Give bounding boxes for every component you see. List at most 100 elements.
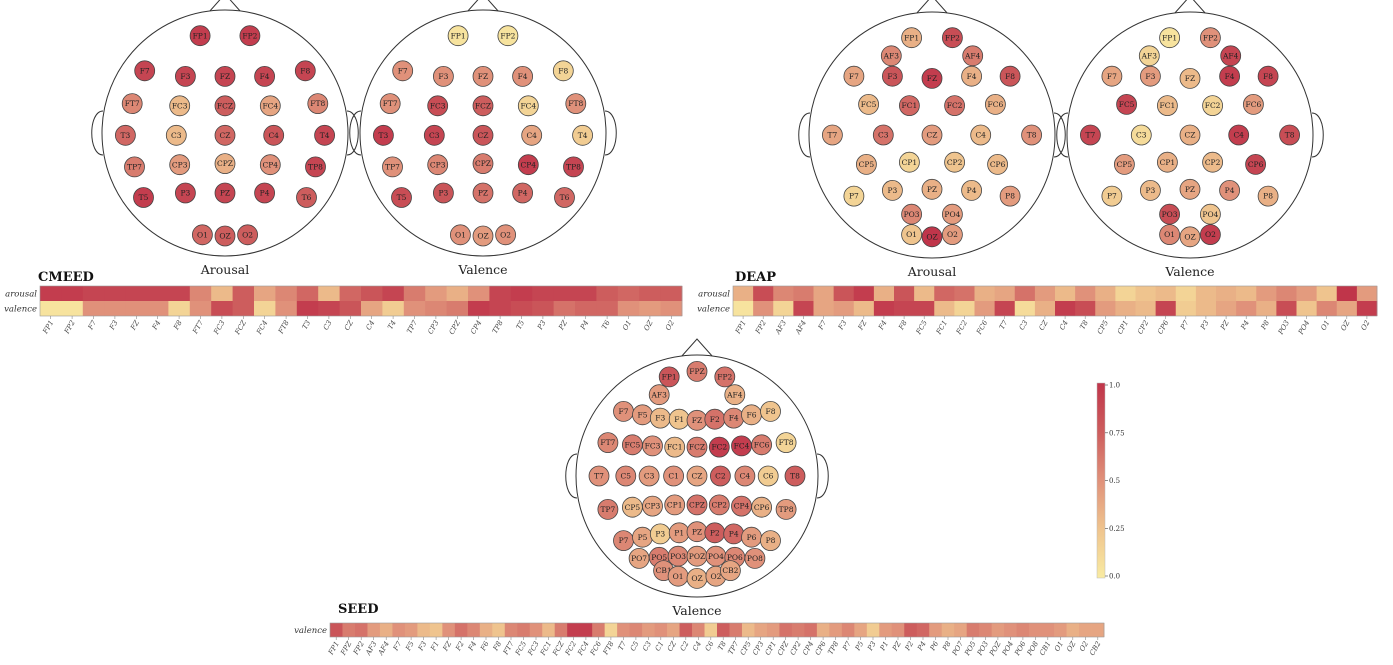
electrode-label: TP7	[127, 163, 142, 172]
heatmap-cell	[425, 301, 447, 316]
tick-label: FP1	[41, 319, 55, 336]
electrode-t4	[314, 124, 336, 146]
heatmap-cell	[425, 286, 447, 301]
electrode-label: FPZ	[689, 367, 704, 376]
tick-label: F4	[877, 319, 889, 332]
tick-label: FC2	[563, 640, 578, 658]
heatmap-cell	[1016, 623, 1030, 637]
electrode-label: PO8	[747, 554, 763, 563]
heatmap-cell	[532, 286, 554, 301]
electrode-label: PO3	[670, 552, 686, 561]
electrode-label: PZ	[220, 189, 230, 198]
electrode-cp4	[517, 154, 539, 176]
heatmap-cell	[779, 623, 793, 637]
tick-label: O1	[1053, 640, 1065, 653]
electrode-tp8	[305, 156, 326, 178]
electrode-fp1	[901, 27, 922, 49]
electrode-t8	[1021, 124, 1042, 146]
electrode-po8	[744, 548, 766, 569]
tick-label: P2	[903, 640, 915, 653]
heatmap-cell	[753, 301, 774, 316]
heatmap-cell	[1236, 301, 1257, 316]
electrode-tp7	[597, 498, 619, 520]
electrode-label: FP1	[662, 373, 677, 382]
tick-label: F4	[150, 319, 162, 332]
electrode-label: P3	[887, 186, 897, 195]
heatmap-cell	[61, 301, 84, 316]
electrode-c2	[710, 465, 731, 487]
left-ear-outline	[798, 112, 811, 158]
electrode-p8	[760, 530, 781, 551]
electrode-o1	[901, 224, 922, 246]
heatmap-cell	[379, 623, 393, 637]
electrode-label: TP8	[308, 163, 323, 172]
heatmap-cell	[104, 301, 126, 316]
head-map-deap-valence: FP1 FP2 AF3 AF4 F7 F3 FZ F4 F8 FC5 FC1 FC2 FC6 T7 C3 CZ…	[1056, 0, 1324, 279]
electrode-fc3	[169, 95, 191, 117]
heatmap-cell	[168, 301, 191, 316]
heatmap-cell	[275, 286, 298, 301]
heatmap-cell	[733, 301, 754, 316]
electrode-fcz	[472, 95, 494, 117]
electrode-cb2	[720, 560, 741, 581]
electrode-ft8	[565, 93, 587, 114]
heatmap-cell	[361, 286, 383, 301]
heatmap-cell	[660, 301, 683, 316]
electrode-t8	[1279, 124, 1300, 146]
heatmap-cell	[941, 623, 955, 637]
electrode-label: P8	[766, 536, 776, 545]
map-caption: Valence	[671, 603, 721, 618]
heatmap-cell	[813, 301, 835, 316]
tick-label: F4	[466, 640, 478, 653]
map-caption: Arousal	[200, 262, 249, 277]
electrode-label: FP1	[1162, 33, 1177, 42]
head-map-seed-valence: FP1 FPZ FP2 AF3 AF4 F7 F5 F3 F1 FZ F2 F4 F6 F8 FT7 FC5 F…	[565, 338, 829, 618]
electrode-label: TP8	[566, 163, 581, 172]
tick-label: PZ	[891, 640, 903, 653]
tick-label: CP1	[1116, 319, 1130, 336]
electrode-p8	[1257, 185, 1279, 207]
electrode-label: FC1	[1160, 101, 1176, 110]
electrode-cp1	[1157, 151, 1178, 173]
heatmap-cell	[916, 623, 930, 637]
electrode-fc6	[1243, 94, 1264, 115]
heatmap-cell	[791, 623, 805, 637]
electrode-label: CZ	[1185, 131, 1196, 140]
electrode-label: CP5	[1117, 160, 1133, 169]
electrode-label: OZ	[219, 232, 230, 241]
electrode-f3	[1140, 65, 1161, 87]
electrode-t3	[372, 124, 394, 146]
heatmap-cell	[275, 301, 298, 316]
electrode-f8	[294, 60, 316, 82]
electrode-label: FC3	[172, 101, 188, 110]
colorbar-tick-label: 0.25	[1109, 525, 1125, 533]
electrode-f3	[174, 66, 196, 87]
electrode-label: FP1	[193, 31, 208, 40]
tick-label: FZ	[129, 319, 141, 332]
tick-label: FZ	[441, 640, 453, 653]
tick-label: F3	[836, 319, 848, 332]
electrode-label: O2	[947, 230, 958, 239]
tick-label: C4	[1058, 319, 1070, 331]
electrode-pz	[1179, 178, 1201, 200]
head-map-cmeed-valence: FP1 FP2 F7 F3 FZ F4 F8 FT7 FC3 FCZ FC4 FT8 T3 C3 CZ C4 T…	[349, 0, 617, 277]
heatmap-cell	[318, 301, 340, 316]
electrode-label: FP2	[500, 31, 515, 40]
heatmap-cell	[654, 623, 668, 637]
heatmap-cell	[553, 301, 576, 316]
electrode-pz	[214, 182, 236, 204]
heatmap-cell	[1216, 301, 1237, 316]
electrode-label: CP3	[430, 160, 446, 169]
tick-label: P3	[866, 640, 878, 653]
tick-label: F7	[86, 319, 98, 332]
heatmap-cell	[517, 623, 531, 637]
row-label-arousal: arousal	[5, 290, 37, 300]
heatmap-cell	[575, 286, 597, 301]
electrode-po4	[942, 203, 963, 225]
electrode-label: OZ	[1184, 232, 1195, 241]
electrode-ft8	[307, 93, 329, 114]
heatmap-cell	[442, 623, 456, 637]
heatmap-cell	[1336, 301, 1358, 316]
heatmap-cell	[639, 286, 661, 301]
electrode-t8	[784, 465, 806, 487]
